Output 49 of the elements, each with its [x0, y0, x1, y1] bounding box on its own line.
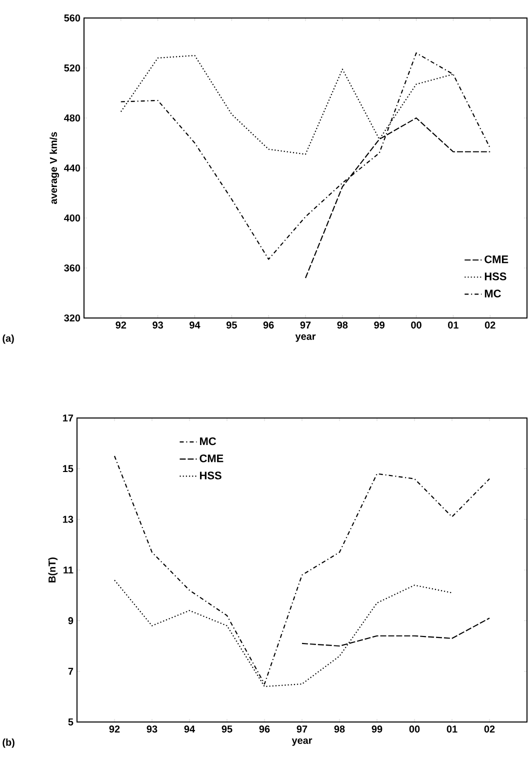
- x-tick-label: 99: [374, 322, 385, 329]
- y-tick-label: 9: [68, 617, 74, 624]
- x-tick-label: 93: [152, 322, 164, 329]
- y-tick-label: 17: [63, 414, 74, 422]
- y-tick-label: 5: [68, 718, 74, 726]
- x-tick-label: 92: [109, 726, 120, 733]
- y-tick-label: 560: [64, 14, 80, 22]
- x-tick-label: 97: [300, 322, 311, 329]
- x-tick-label: 92: [116, 322, 126, 329]
- legend-label: HSS: [200, 472, 222, 480]
- text: (a): [2, 334, 14, 344]
- y-tick-label: 11: [64, 566, 74, 574]
- legend-label: MC: [484, 290, 501, 298]
- y-tick-label: 360: [64, 264, 80, 272]
- x-axis-title: year: [295, 334, 316, 342]
- x-tick-label: 00: [411, 322, 422, 329]
- legend-label: CME: [200, 454, 224, 462]
- x-tick-label: 98: [337, 322, 348, 329]
- line-series: [114, 455, 490, 685]
- y-tick-label: 440: [64, 164, 80, 172]
- x-axis-title: year: [292, 738, 312, 746]
- x-tick-label: 95: [226, 322, 237, 329]
- x-tick-label: 96: [259, 726, 270, 733]
- x-tick-label: 01: [446, 726, 458, 733]
- text: (b): [2, 738, 14, 748]
- x-tick-label: 95: [222, 726, 232, 733]
- x-tick-label: 98: [334, 726, 345, 733]
- y-tick-label: 320: [64, 314, 80, 322]
- y-tick-label: 520: [64, 64, 80, 72]
- x-tick-label: 93: [146, 726, 158, 733]
- legend-label: MC: [200, 437, 216, 446]
- x-tick-label: 94: [184, 726, 195, 733]
- y-axis-title: average V km/s: [50, 132, 60, 204]
- y-tick-label: 15: [63, 465, 74, 472]
- x-tick-label: 97: [296, 726, 308, 733]
- x-tick-label: 99: [372, 726, 382, 733]
- y-axis-title: B(nT): [48, 557, 58, 582]
- y-tick-label: 480: [64, 114, 80, 122]
- y-tick-label: 400: [64, 214, 80, 222]
- x-tick-label: 94: [190, 322, 200, 329]
- x-tick-label: 02: [484, 322, 496, 329]
- x-tick-label: 00: [409, 726, 420, 733]
- y-tick-label: 7: [68, 668, 74, 675]
- x-tick-label: 96: [263, 322, 274, 329]
- legend-label: HSS: [484, 272, 506, 280]
- x-tick-label: 02: [484, 726, 495, 733]
- legend-label: CME: [484, 255, 508, 264]
- x-tick-label: 01: [448, 322, 458, 329]
- y-tick-label: 13: [63, 516, 74, 523]
